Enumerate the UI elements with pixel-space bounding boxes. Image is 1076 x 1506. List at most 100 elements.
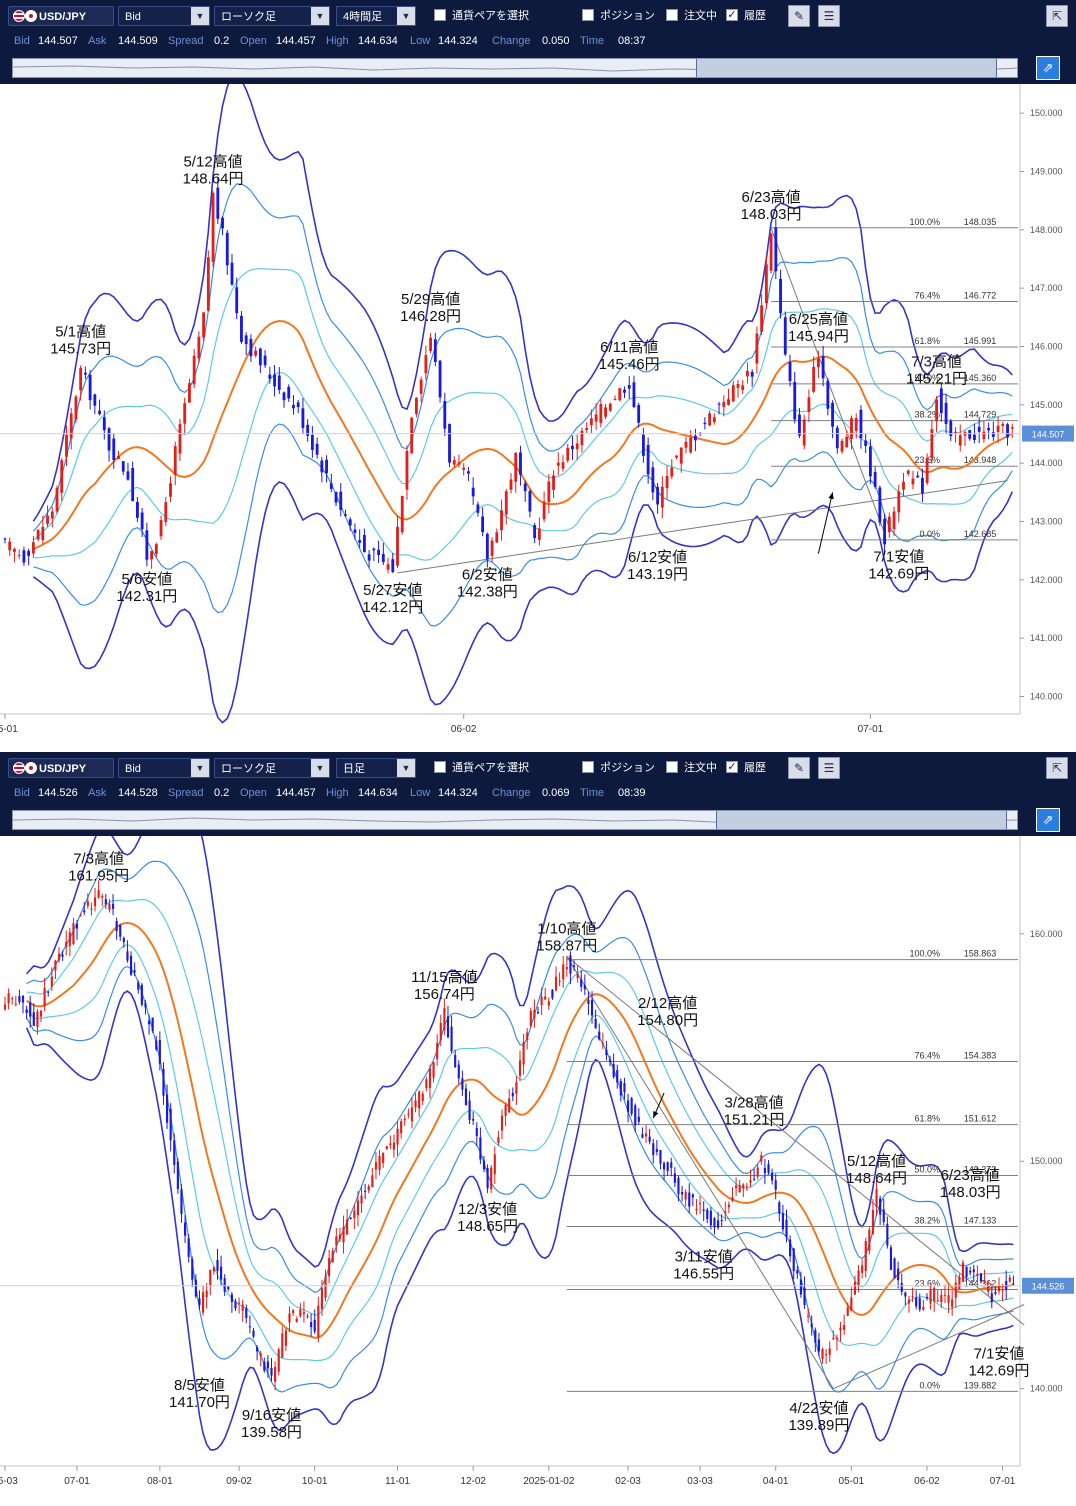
candle-body — [324, 1276, 327, 1298]
candlestick-chart[interactable]: 100.0% 148.035 76.4% 146.772 61.8% 145.991 50.… — [0, 84, 1076, 750]
candle-body — [644, 1133, 648, 1137]
indicator-button[interactable]: ☰ — [818, 5, 840, 27]
candle-body — [987, 1284, 990, 1292]
candle-body — [969, 1270, 972, 1273]
price-annotation: 141.70円 — [169, 1394, 230, 1411]
spread-value: 0.2 — [214, 787, 230, 799]
price-annotation: 145.21円 — [906, 371, 967, 388]
candle-body — [961, 1262, 965, 1282]
time-label: Time — [580, 35, 605, 47]
candle-body — [666, 1162, 669, 1172]
navigator-track[interactable] — [12, 58, 1018, 78]
candle-body — [735, 1185, 738, 1189]
candle-body — [221, 217, 224, 229]
candle-body — [461, 1078, 464, 1090]
candle-body — [523, 483, 527, 492]
candle-body — [462, 467, 466, 470]
candle-body — [853, 1281, 857, 1295]
position-checkbox[interactable]: ポジション — [582, 6, 655, 26]
candle-body — [915, 1297, 918, 1307]
candle-body — [268, 374, 272, 379]
candle-body — [857, 1270, 860, 1286]
chart-type-select[interactable]: ローソク足 ▼ — [214, 758, 330, 778]
high-label: High — [326, 35, 349, 47]
candle-body — [717, 403, 721, 405]
navigator-thumb[interactable] — [715, 811, 1007, 829]
candle-body — [571, 445, 574, 450]
candle-body — [951, 1299, 954, 1308]
low-value: 144.324 — [438, 787, 478, 799]
candle-body — [448, 424, 451, 463]
candle-body — [249, 338, 253, 357]
history-checkbox[interactable]: ✓ 履歴 — [726, 758, 766, 778]
candle-body — [339, 491, 343, 510]
candle-body — [832, 1337, 835, 1339]
candle-body — [990, 1293, 993, 1303]
order-checkbox[interactable]: 注文中 — [666, 758, 717, 778]
draw-tool-button[interactable]: ✎ — [788, 5, 810, 27]
candle-body — [313, 1319, 316, 1332]
pair-select-checkbox[interactable]: 通貨ペアを選択 — [434, 6, 529, 26]
candle-body — [500, 510, 503, 531]
candle-body — [50, 511, 54, 519]
candle-body — [405, 450, 409, 490]
draw-tool-button[interactable]: ✎ — [788, 757, 810, 779]
candle-body — [335, 1236, 338, 1246]
candle-body — [907, 1299, 911, 1304]
chart-type-select[interactable]: ローソク足 ▼ — [214, 6, 330, 26]
order-checkbox[interactable]: 注文中 — [666, 6, 717, 26]
indicator-button[interactable]: ☰ — [818, 757, 840, 779]
candle-body — [475, 1127, 478, 1137]
candle-body — [165, 1094, 169, 1123]
fib-level-label: 50.0% — [914, 1164, 940, 1174]
candle-body — [590, 999, 594, 1016]
candle-body — [688, 1192, 691, 1207]
checkbox-icon — [666, 761, 678, 774]
pair-select-checkbox[interactable]: 通貨ペアを選択 — [434, 758, 529, 778]
candlestick-chart[interactable]: 100.0% 158.863 76.4% 154.383 61.8% 151.612 50.… — [0, 836, 1076, 1502]
candle-body — [580, 430, 584, 445]
history-checkbox[interactable]: ✓ 履歴 — [726, 6, 766, 26]
timeframe-select[interactable]: 日足 ▼ — [336, 758, 416, 778]
currency-pair-button[interactable]: USD/JPY — [8, 6, 114, 26]
candle-body — [594, 414, 598, 422]
price-annotation: 6/11高値 — [600, 339, 658, 356]
candle-body — [680, 1192, 684, 1195]
price-annotation: 158.87円 — [536, 937, 597, 954]
candle-body — [1008, 1277, 1011, 1282]
bid-value: 144.507 — [38, 35, 78, 47]
band-mid-lower — [26, 965, 1014, 1393]
candle-body — [921, 477, 924, 494]
candle-body — [741, 385, 745, 390]
change-label: Change — [492, 787, 531, 799]
navigator-thumb[interactable] — [695, 59, 997, 77]
candle-body — [438, 360, 442, 398]
candle-body — [537, 528, 541, 540]
candle-body — [391, 559, 395, 572]
navigator-track[interactable] — [12, 810, 1018, 830]
chevron-down-icon: ▼ — [191, 7, 209, 25]
candle-body — [111, 903, 115, 909]
candle-body — [774, 227, 778, 272]
candle-body — [727, 1204, 730, 1208]
price-axis — [1020, 84, 1076, 750]
candle-body — [684, 1191, 687, 1200]
price-type-select[interactable]: Bid ▼ — [118, 758, 210, 778]
candle-body — [1012, 1283, 1015, 1285]
candle-body — [911, 478, 915, 485]
candle-body — [245, 1307, 248, 1319]
position-checkbox[interactable]: ポジション — [582, 758, 655, 778]
expand-button[interactable]: ⇗ — [1036, 808, 1060, 832]
band-outer-lower — [32, 481, 1014, 724]
candle-body — [133, 970, 136, 973]
price-annotation: 2/12高値 — [638, 995, 697, 1012]
collapse-button[interactable]: ⇱ — [1046, 5, 1068, 27]
candle-body — [364, 1190, 367, 1192]
candle-body — [889, 1247, 893, 1270]
price-type-select[interactable]: Bid ▼ — [118, 6, 210, 26]
currency-pair-button[interactable]: USD/JPY — [8, 758, 114, 778]
collapse-button[interactable]: ⇱ — [1046, 757, 1068, 779]
expand-button[interactable]: ⇗ — [1036, 56, 1060, 80]
candle-body — [112, 438, 116, 461]
timeframe-select[interactable]: 4時間足 ▼ — [336, 6, 416, 26]
